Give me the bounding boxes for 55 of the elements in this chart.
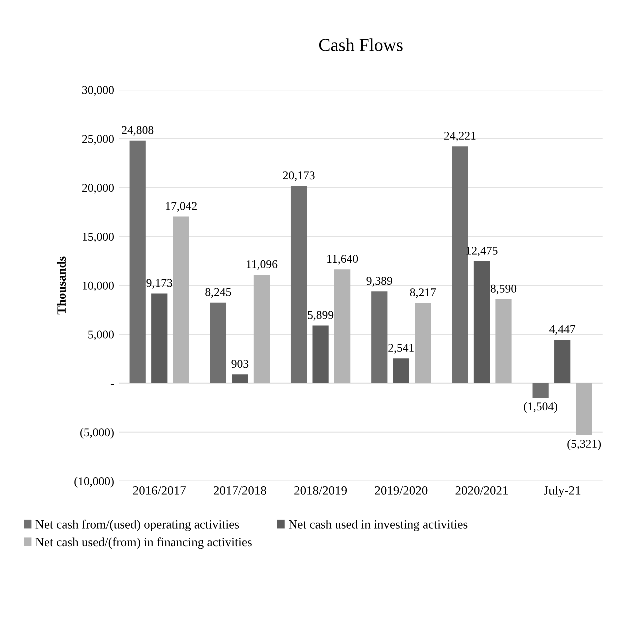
data-label: 11,640 [328,255,358,265]
bar [312,326,329,384]
data-label: 24,808 [122,126,154,136]
data-label: (5,321) [568,440,602,450]
bar [452,146,468,384]
x-tick-label: 2020/2021 [456,486,508,495]
legend-label: Net cash used/(from) in financing activities [36,538,252,550]
data-label: 9,173 [146,279,172,289]
bar [474,261,490,384]
y-axis-title: Thousands [57,256,66,315]
bar [532,383,549,398]
bar [415,303,432,384]
bar [554,340,571,384]
bar [496,299,512,384]
bar [290,186,308,384]
y-tick-label: 5,000 [88,330,114,340]
chart-title: Cash Flows [319,38,403,52]
bar [393,358,410,384]
bar [152,294,168,384]
data-label: 8,590 [490,284,517,295]
bar [576,383,592,436]
y-tick-label: 10,000 [83,282,114,292]
y-tick-label: 25,000 [82,135,114,145]
y-tick-label: 20,000 [82,184,114,194]
bar [232,374,248,384]
y-tick-label: 30,000 [82,86,114,96]
bar [372,292,388,384]
y-tick-label: (5,000) [80,428,114,439]
x-tick-label: 2019/2020 [375,486,428,495]
data-label: 4,447 [550,326,576,336]
legend-label: Net cash from/(used) operating activities [36,520,240,532]
data-label: 9,389 [366,277,392,287]
x-tick-label: July-21 [544,486,581,498]
data-label: 8,245 [206,288,232,298]
data-label: 2,541 [388,344,414,354]
x-tick-label: 2017/2018 [214,486,266,495]
x-tick-label: 2018/2019 [294,486,348,495]
data-label: 17,042 [166,202,197,212]
y-tick-label: - [110,384,114,386]
data-label: 24,221 [444,132,476,142]
legend-label: Net cash used in investing activities [288,520,468,532]
data-label: 11,096 [246,260,278,270]
y-tick-label: 15,000 [83,233,114,243]
bar [173,216,190,384]
x-tick-label: 2016/2017 [133,486,186,495]
bar [334,270,351,384]
bar [210,302,227,384]
data-label: 903 [232,360,249,368]
data-label: 20,173 [283,172,315,182]
data-label: 8,217 [410,288,436,298]
data-label: 5,899 [308,311,334,321]
bar [254,274,270,384]
bar [130,140,146,384]
y-tick-label: (10,000) [74,477,114,488]
data-label: (1,504) [524,402,558,414]
